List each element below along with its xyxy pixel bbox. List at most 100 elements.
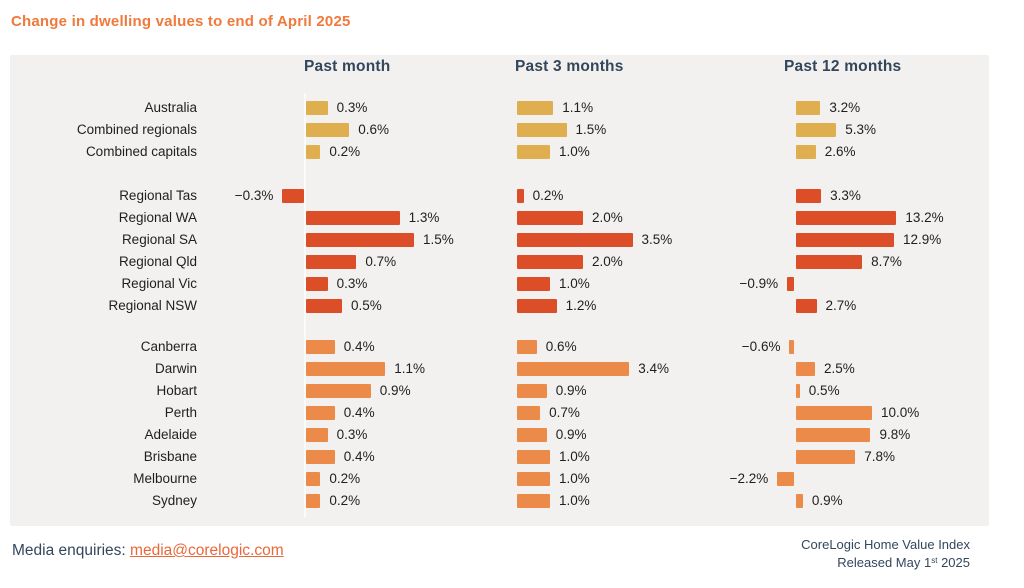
row-label-melbourne: Melbourne [133, 471, 197, 486]
bar [306, 428, 328, 442]
bar [517, 277, 550, 291]
value-label: 1.1% [562, 100, 594, 115]
media-email-link[interactable]: media@corelogic.com [130, 542, 284, 559]
row-label-regional-qld: Regional Qld [118, 254, 197, 269]
bar [789, 340, 794, 354]
value-label: 1.0% [559, 493, 590, 508]
row-label-darwin: Darwin [154, 361, 197, 376]
bar [306, 299, 342, 313]
bar [517, 233, 633, 247]
bar [517, 101, 554, 115]
bar [517, 340, 537, 354]
bar [796, 123, 837, 137]
column-header-past-12-months: Past 12 months [784, 58, 902, 75]
value-label: 1.5% [423, 232, 454, 247]
value-label: 9.8% [879, 427, 911, 442]
value-label: 0.9% [555, 427, 587, 442]
value-label: 8.7% [871, 254, 902, 269]
bar [306, 211, 400, 225]
value-label: −2.2% [729, 471, 769, 486]
value-label: 0.2% [329, 471, 361, 486]
row-label-combined-regionals: Combined regionals [76, 122, 197, 137]
value-label: 0.9% [555, 383, 587, 398]
bar [517, 123, 567, 137]
bar [517, 428, 547, 442]
value-label: 0.2% [329, 493, 361, 508]
bar [306, 123, 350, 137]
value-label: 0.5% [808, 383, 840, 398]
value-label: 0.2% [532, 188, 564, 203]
row-label-adelaide: Adelaide [144, 427, 197, 442]
value-label: 0.6% [545, 339, 577, 354]
value-label: 0.7% [365, 254, 397, 269]
value-label: 1.3% [408, 210, 440, 225]
value-label: 0.4% [343, 449, 375, 464]
bar [517, 255, 583, 269]
value-label: 0.2% [329, 144, 361, 159]
bar [517, 384, 547, 398]
row-label-combined-capitals: Combined capitals [85, 144, 197, 159]
row-label-regional-tas: Regional Tas [119, 188, 197, 203]
value-label: 0.9% [379, 383, 411, 398]
bar [796, 101, 821, 115]
value-label: 10.0% [881, 405, 920, 420]
bar [306, 255, 357, 269]
bar [796, 406, 872, 420]
value-label: 1.0% [559, 276, 590, 291]
value-label: 1.2% [565, 298, 597, 313]
source-attribution: CoreLogic Home Value Index Released May … [801, 537, 970, 571]
row-label-regional-sa: Regional SA [121, 232, 197, 247]
ordinal-superscript: st [931, 556, 938, 565]
value-label: 0.6% [358, 122, 389, 137]
row-label-sydney: Sydney [151, 493, 197, 508]
bar [796, 450, 856, 464]
value-label: 2.7% [825, 298, 857, 313]
value-label: 3.4% [638, 361, 669, 376]
row-label-australia: Australia [144, 100, 197, 115]
bar [796, 189, 822, 203]
bar [517, 211, 583, 225]
bar [796, 384, 800, 398]
bar [517, 494, 550, 508]
value-label: 2.0% [592, 210, 623, 225]
value-label: 0.3% [336, 100, 368, 115]
bar [517, 145, 550, 159]
value-label: 2.5% [824, 361, 855, 376]
row-label-regional-nsw: Regional NSW [108, 298, 197, 313]
bar [517, 299, 557, 313]
row-label-hobart: Hobart [156, 383, 197, 398]
column-header-past-3-months: Past 3 months [515, 58, 624, 75]
value-label: 5.3% [845, 122, 877, 137]
row-label-regional-vic: Regional Vic [121, 276, 197, 291]
value-label: 7.8% [864, 449, 896, 464]
value-label: 13.2% [905, 210, 944, 225]
bar [796, 211, 897, 225]
bar [777, 472, 794, 486]
bar [306, 494, 321, 508]
value-label: −0.9% [739, 276, 779, 291]
row-label-brisbane: Brisbane [143, 449, 197, 464]
value-label: 1.0% [559, 471, 590, 486]
bar [306, 277, 328, 291]
bar [306, 145, 321, 159]
value-label: 3.2% [829, 100, 861, 115]
bar [796, 233, 895, 247]
page-title: Change in dwelling values to end of Apri… [11, 13, 351, 30]
value-label: 3.3% [830, 188, 861, 203]
value-label: 1.5% [575, 122, 607, 137]
value-label: 0.4% [343, 339, 375, 354]
column-header-past-month: Past month [304, 58, 391, 75]
value-label: 0.3% [336, 427, 368, 442]
source-line: CoreLogic Home Value Index [801, 537, 970, 552]
media-enquiries: Media enquiries: media@corelogic.com [12, 542, 284, 560]
value-label: 0.9% [811, 493, 843, 508]
media-enquiries-label: Media enquiries: [12, 542, 131, 559]
bar [517, 189, 524, 203]
value-label: 3.5% [641, 232, 673, 247]
bar [306, 362, 386, 376]
row-label-regional-wa: Regional WA [118, 210, 197, 225]
bar [306, 384, 371, 398]
value-label: 0.3% [336, 276, 368, 291]
bar [306, 340, 335, 354]
